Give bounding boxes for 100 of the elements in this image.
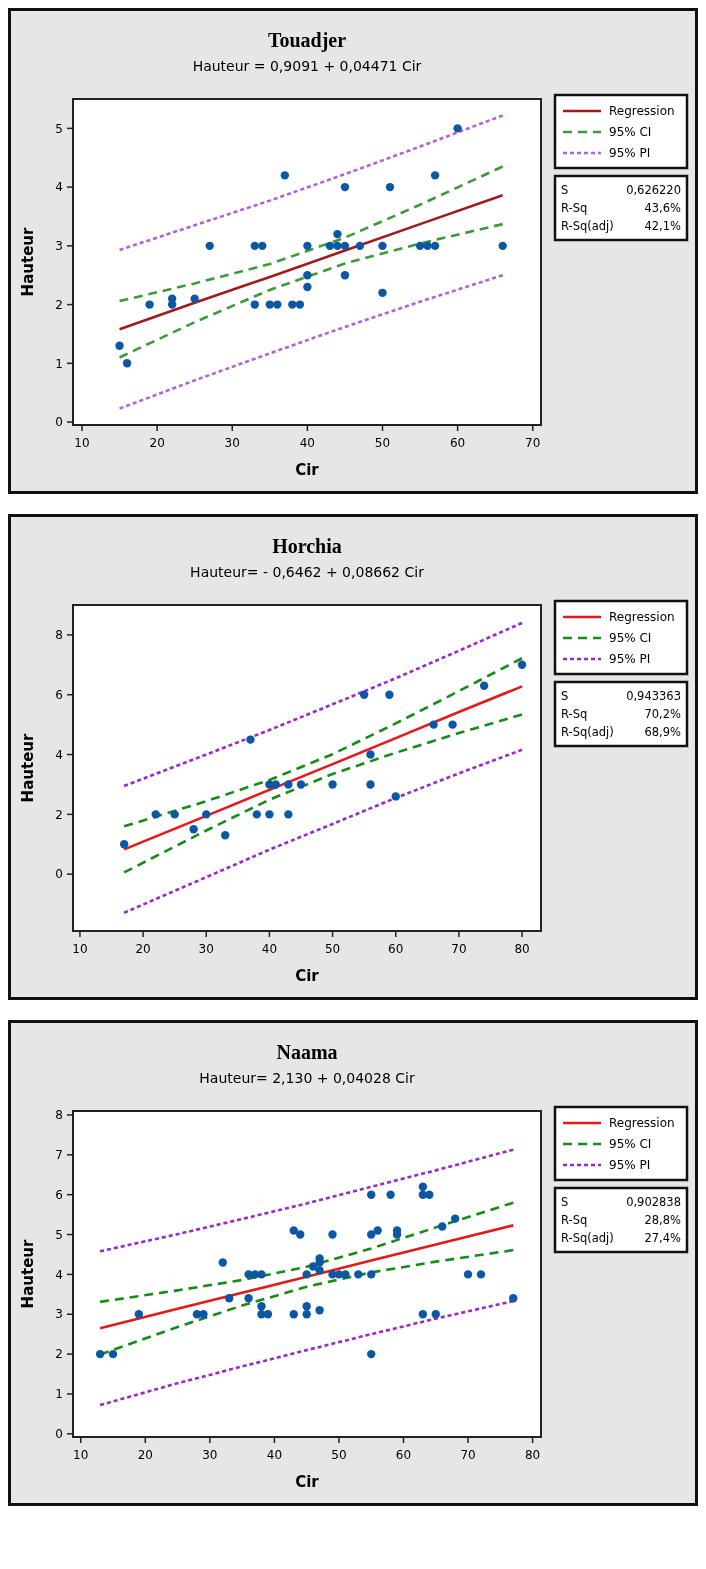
point — [257, 1270, 266, 1279]
point — [430, 171, 440, 180]
text: 43,6% — [644, 201, 682, 215]
chart-title: Horchia — [272, 535, 342, 557]
point — [167, 300, 177, 309]
legend-label: 95% PI — [609, 1158, 651, 1173]
x-tick-label: 70 — [460, 1448, 476, 1462]
point — [205, 241, 214, 251]
line-series — [122, 748, 524, 915]
line-series — [98, 1148, 515, 1253]
text: S — [561, 689, 569, 703]
legend-label: 95% PI — [609, 652, 651, 667]
line-series — [118, 165, 504, 303]
point — [170, 810, 179, 819]
point — [367, 1190, 376, 1199]
point — [450, 1214, 460, 1223]
chart-title: Naama — [276, 1041, 338, 1063]
point — [108, 1349, 118, 1359]
point — [386, 1190, 395, 1199]
text: S — [561, 183, 569, 197]
line-series — [118, 273, 504, 410]
point — [265, 810, 274, 819]
point — [189, 825, 198, 834]
x-tick-label: 50 — [374, 436, 391, 450]
point — [296, 1230, 305, 1239]
point — [479, 681, 489, 690]
x-tick-label: 60 — [449, 436, 466, 450]
x-tick-label: 10 — [73, 1448, 89, 1462]
point — [423, 241, 432, 251]
point — [517, 660, 527, 670]
text: R-Sq(adj) — [561, 219, 614, 233]
chart-title: Touadjer — [267, 29, 347, 52]
point — [340, 182, 350, 192]
point — [308, 1262, 318, 1271]
x-tick-label: 70 — [451, 942, 467, 956]
x-tick-label: 40 — [299, 436, 316, 450]
point — [391, 792, 400, 801]
y-axis-title: Hauteur — [19, 1239, 37, 1309]
x-axis-title: Cir — [295, 967, 320, 985]
x-tick-label: 60 — [388, 942, 404, 956]
x-axis-title: Cir — [295, 461, 320, 479]
y-tick-label: 4 — [55, 747, 63, 762]
legend-label: Regression — [609, 1116, 675, 1131]
text: 70,2% — [644, 707, 682, 721]
point — [463, 1270, 473, 1279]
point — [328, 780, 337, 789]
point — [425, 1190, 434, 1199]
text: 68,9% — [644, 725, 682, 739]
line-series — [118, 222, 504, 359]
point — [453, 124, 462, 133]
point — [284, 810, 293, 819]
point — [218, 1258, 227, 1267]
point — [265, 300, 275, 309]
text: 42,1% — [644, 219, 682, 233]
point — [303, 241, 312, 251]
y-tick-label: 0 — [55, 867, 63, 882]
x-tick-label: 20 — [135, 942, 151, 956]
point — [190, 294, 199, 303]
point — [385, 182, 395, 192]
point — [328, 1230, 337, 1239]
x-tick-label: 30 — [198, 942, 214, 956]
point — [280, 171, 290, 180]
y-tick-label: 4 — [55, 180, 63, 195]
point — [199, 1310, 208, 1319]
y-tick-label: 5 — [55, 121, 63, 136]
y-tick-label: 8 — [55, 1108, 63, 1123]
y-tick-label: 3 — [55, 239, 63, 254]
point — [119, 840, 129, 849]
point — [252, 810, 261, 819]
text: 0,943363 — [626, 689, 681, 703]
text: S — [561, 1195, 569, 1209]
point — [250, 300, 259, 309]
line-series — [122, 621, 524, 788]
text: 27,4% — [644, 1231, 682, 1245]
point — [303, 271, 312, 280]
point — [359, 690, 369, 699]
point — [302, 1310, 311, 1319]
point — [257, 1302, 266, 1311]
legend-label: Regression — [609, 610, 675, 625]
y-tick-label: 8 — [55, 628, 63, 643]
y-axis-title: Hauteur — [19, 227, 37, 297]
point — [302, 1270, 311, 1279]
legend-label: 95% CI — [609, 125, 652, 140]
x-tick-label: 40 — [266, 1448, 283, 1462]
point — [373, 1226, 382, 1235]
point — [250, 241, 259, 251]
point — [295, 300, 305, 309]
x-tick-label: 80 — [524, 1448, 541, 1462]
x-tick-label: 80 — [514, 942, 530, 956]
point — [367, 1349, 376, 1359]
point — [415, 241, 425, 251]
y-tick-label: 1 — [55, 356, 63, 371]
x-tick-label: 30 — [224, 436, 240, 450]
y-tick-label: 4 — [55, 1267, 63, 1282]
point — [418, 1182, 428, 1191]
point — [340, 241, 350, 251]
point — [438, 1222, 447, 1231]
point — [288, 300, 297, 309]
point — [378, 241, 387, 251]
line-series — [118, 194, 504, 331]
